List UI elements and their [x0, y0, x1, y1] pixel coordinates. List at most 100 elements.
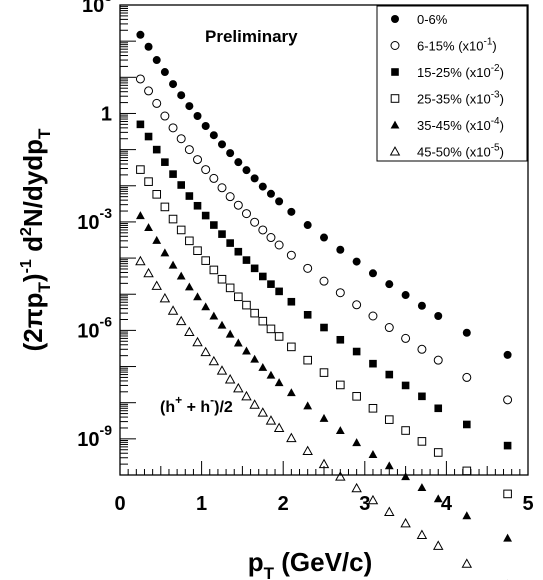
data-point: [259, 272, 267, 281]
data-point: [434, 311, 443, 320]
data-point: [160, 111, 170, 121]
data-point: [208, 355, 220, 366]
data-point: [286, 388, 296, 397]
legend-box: [376, 5, 528, 162]
data-point: [257, 407, 269, 417]
data-point: [250, 264, 259, 273]
x-axis-title: pT (GeV/c): [248, 547, 373, 580]
data-point: [201, 211, 210, 220]
data-point: [303, 355, 312, 365]
data-point: [503, 350, 512, 359]
data-point: [193, 112, 202, 121]
data-point: [368, 269, 377, 278]
data-point: [384, 415, 394, 424]
data-point: [193, 155, 203, 165]
data-point: [462, 466, 472, 476]
data-point: [184, 282, 194, 291]
data-point: [417, 437, 427, 446]
data-point: [434, 404, 443, 413]
data-point: [176, 225, 186, 235]
data-point: [210, 221, 218, 229]
data-point: [258, 362, 268, 371]
data-point: [265, 415, 277, 425]
y-tick-label: 10-6: [77, 313, 112, 342]
legend-entry-label: 15-25% (x10-2): [417, 63, 504, 80]
data-point: [225, 192, 235, 202]
data-point: [242, 300, 251, 310]
data-point: [234, 292, 243, 302]
data-point: [135, 74, 145, 84]
data-point: [242, 166, 251, 175]
data-point: [250, 308, 259, 318]
data-point: [193, 292, 202, 301]
data-point: [319, 413, 329, 422]
data-point: [503, 489, 512, 499]
data-point: [241, 209, 251, 219]
data-point: [433, 448, 443, 457]
data-point: [401, 381, 410, 390]
data-point: [385, 370, 394, 379]
legend-marker: [390, 94, 400, 103]
data-point: [177, 181, 185, 189]
data-point: [152, 56, 161, 65]
data-point: [250, 217, 260, 227]
data-point: [352, 347, 361, 356]
data-point: [136, 120, 145, 129]
data-point: [462, 328, 471, 337]
legend-marker: [391, 68, 399, 76]
data-point: [462, 372, 472, 382]
legend-entry-label: 0-6%: [417, 12, 448, 27]
legend: 0-6% 6-15% (x10-1) 15-25% (x10-2) 25-35% (x…: [376, 5, 528, 162]
data-point: [319, 368, 329, 377]
data-point: [175, 315, 187, 326]
preliminary-label: Preliminary: [205, 27, 298, 46]
data-point: [433, 355, 443, 365]
x-tick-label: 5: [522, 493, 533, 515]
data-point: [144, 177, 153, 186]
data-point: [352, 300, 362, 310]
data-point: [401, 333, 411, 343]
data-point: [384, 323, 394, 333]
data-point: [335, 426, 345, 435]
legend-entry-label: 45-50% (x10-5): [417, 143, 504, 160]
data-point: [201, 121, 210, 130]
series-group: [135, 255, 508, 580]
data-point: [143, 267, 154, 278]
particle-label: (h+ + h-)/2: [160, 393, 233, 416]
series-group: [136, 120, 512, 450]
data-point: [151, 280, 162, 290]
data-point: [287, 207, 296, 216]
legend-entry-label: 35-45% (x10-4): [417, 116, 504, 133]
data-point: [201, 302, 211, 311]
data-point: [225, 329, 235, 338]
data-point: [176, 271, 186, 280]
data-point: [250, 174, 259, 183]
x-tick-label: 1: [196, 493, 207, 515]
data-point: [152, 145, 161, 154]
data-point: [287, 297, 296, 306]
data-point: [226, 149, 235, 158]
data-point: [336, 335, 345, 344]
y-tick-label: 10-3: [77, 205, 112, 234]
data-point: [225, 283, 235, 293]
data-point: [185, 102, 194, 111]
data-point: [224, 373, 236, 384]
data-point: [185, 236, 194, 246]
data-point: [242, 256, 251, 264]
data-point: [193, 201, 202, 210]
data-point: [233, 382, 244, 393]
data-point: [217, 320, 227, 329]
data-point: [226, 239, 234, 247]
data-point: [193, 246, 202, 255]
data-point: [169, 80, 178, 89]
data-point: [258, 182, 267, 191]
data-point: [233, 200, 243, 210]
data-point: [136, 165, 145, 174]
data-point: [401, 472, 410, 481]
data-point: [209, 173, 219, 183]
data-point: [152, 98, 162, 108]
data-point: [144, 223, 153, 232]
legend-entry-label: 6-15% (x10-1): [417, 37, 497, 54]
data-point: [258, 225, 268, 235]
data-point: [201, 256, 210, 265]
